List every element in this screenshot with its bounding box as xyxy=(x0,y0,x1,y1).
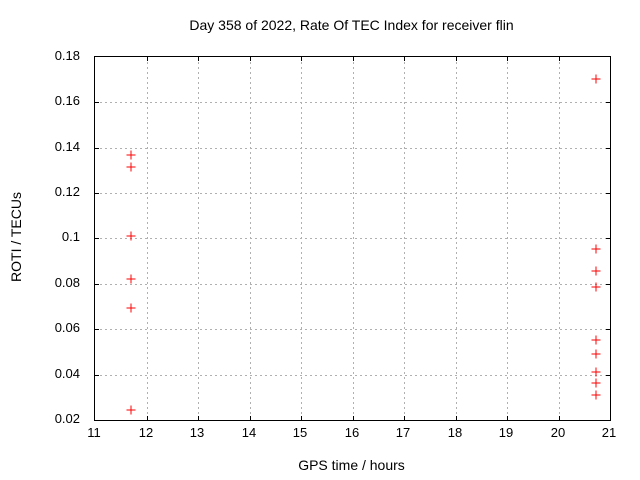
x-tick-bottom xyxy=(353,416,354,420)
x-tick-label: 17 xyxy=(395,425,411,440)
data-point-marker xyxy=(591,390,601,400)
y-tick-left xyxy=(95,329,99,330)
x-tick-label: 20 xyxy=(550,425,566,440)
y-gridline xyxy=(95,193,610,194)
data-point-marker xyxy=(126,274,136,284)
data-point-marker xyxy=(591,378,601,388)
data-point-marker xyxy=(126,405,136,415)
data-point-marker xyxy=(591,266,601,276)
data-point-marker xyxy=(126,162,136,172)
data-point-marker xyxy=(591,335,601,344)
y-gridline xyxy=(95,329,610,330)
x-tick-top xyxy=(250,57,251,61)
x-tick-bottom xyxy=(301,416,302,420)
x-tick-top xyxy=(559,57,560,61)
y-gridline xyxy=(95,102,610,103)
x-tick-bottom xyxy=(250,416,251,420)
y-tick-left xyxy=(95,238,99,239)
x-tick-label: 11 xyxy=(87,425,101,440)
y-tick-left xyxy=(95,193,99,194)
y-tick-label: 0.14 xyxy=(54,139,80,154)
plot-area xyxy=(94,56,611,421)
x-tick-bottom xyxy=(198,416,199,420)
y-tick-right xyxy=(606,102,610,103)
data-point-marker xyxy=(591,244,601,254)
data-point-marker xyxy=(591,367,601,377)
y-tick-label: 0.02 xyxy=(54,411,80,426)
y-tick-right xyxy=(606,148,610,149)
y-tick-left xyxy=(95,284,99,285)
x-tick-label: 12 xyxy=(138,425,154,440)
x-tick-label: 14 xyxy=(241,425,257,440)
x-tick-label: 15 xyxy=(292,425,308,440)
x-tick-label: 16 xyxy=(344,425,360,440)
x-tick-bottom xyxy=(456,416,457,420)
y-gridline xyxy=(95,148,610,149)
x-tick-bottom xyxy=(404,416,405,420)
data-point-marker xyxy=(126,150,136,160)
x-tick-bottom xyxy=(507,416,508,420)
data-point-marker xyxy=(591,74,601,84)
y-tick-right xyxy=(606,329,610,330)
x-tick-bottom xyxy=(559,416,560,420)
x-axis-title: GPS time / hours xyxy=(298,457,405,473)
y-tick-label: 0.1 xyxy=(61,229,80,244)
y-gridline xyxy=(95,375,610,376)
data-point-marker xyxy=(591,349,601,359)
x-tick-bottom xyxy=(147,416,148,420)
data-point-marker xyxy=(126,231,136,241)
y-tick-label: 0.16 xyxy=(54,93,80,108)
y-tick-right xyxy=(606,284,610,285)
data-point-marker xyxy=(126,303,136,313)
chart-title: Day 358 of 2022, Rate Of TEC Index for r… xyxy=(189,17,514,33)
x-tick-label: 19 xyxy=(498,425,514,440)
y-tick-label: 0.18 xyxy=(54,48,80,63)
x-tick-top xyxy=(147,57,148,61)
x-tick-top xyxy=(353,57,354,61)
x-tick-label: 18 xyxy=(447,425,463,440)
y-tick-left xyxy=(95,148,99,149)
x-tick-top xyxy=(507,57,508,61)
x-tick-label: 13 xyxy=(189,425,205,440)
x-tick-top xyxy=(404,57,405,61)
y-gridline xyxy=(95,284,610,285)
y-tick-right xyxy=(606,193,610,194)
x-tick-label: 21 xyxy=(601,425,617,440)
y-gridline xyxy=(95,238,610,239)
y-tick-label: 0.06 xyxy=(54,320,80,335)
y-tick-label: 0.04 xyxy=(54,366,80,381)
y-tick-left xyxy=(95,375,99,376)
x-tick-top xyxy=(301,57,302,61)
y-tick-right xyxy=(606,375,610,376)
y-tick-label: 0.12 xyxy=(54,184,80,199)
y-tick-right xyxy=(606,238,610,239)
y-tick-label: 0.08 xyxy=(54,275,80,290)
data-point-marker xyxy=(591,282,601,292)
x-tick-top xyxy=(456,57,457,61)
y-tick-left xyxy=(95,102,99,103)
x-tick-top xyxy=(198,57,199,61)
